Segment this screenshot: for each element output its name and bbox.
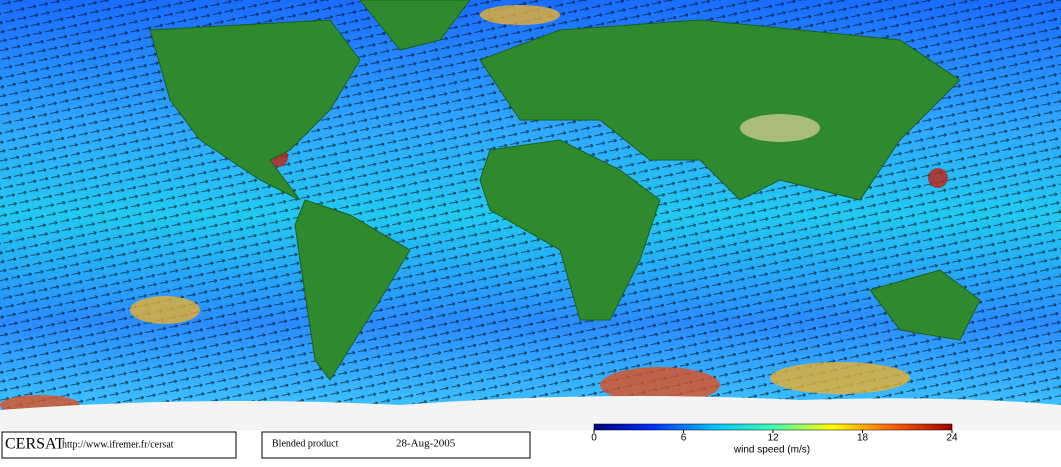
colorbar-tick-label: 12 [767, 433, 779, 444]
antarctica [0, 396, 1061, 430]
logo: CERSAT [5, 436, 65, 453]
logo-box [1, 431, 237, 459]
colorbar-label: wind speed (m/s) [733, 445, 810, 456]
colorbar-tick-label: 0 [591, 433, 597, 444]
land [149, 0, 981, 381]
colorbar-scale [593, 423, 953, 431]
date: 28-Aug-2005 [396, 438, 456, 450]
product: Blended product [272, 438, 339, 449]
colorbar-tick-label: 6 [681, 433, 687, 444]
colorbar: 0 6 12 18 24 [591, 423, 958, 444]
url: http://www.ifremer.fr/cersat [62, 439, 174, 450]
plateau [740, 114, 820, 142]
colorbar-tick-label: 24 [946, 433, 958, 444]
colorbar-tick-label: 18 [857, 433, 869, 444]
product-box [261, 431, 531, 459]
